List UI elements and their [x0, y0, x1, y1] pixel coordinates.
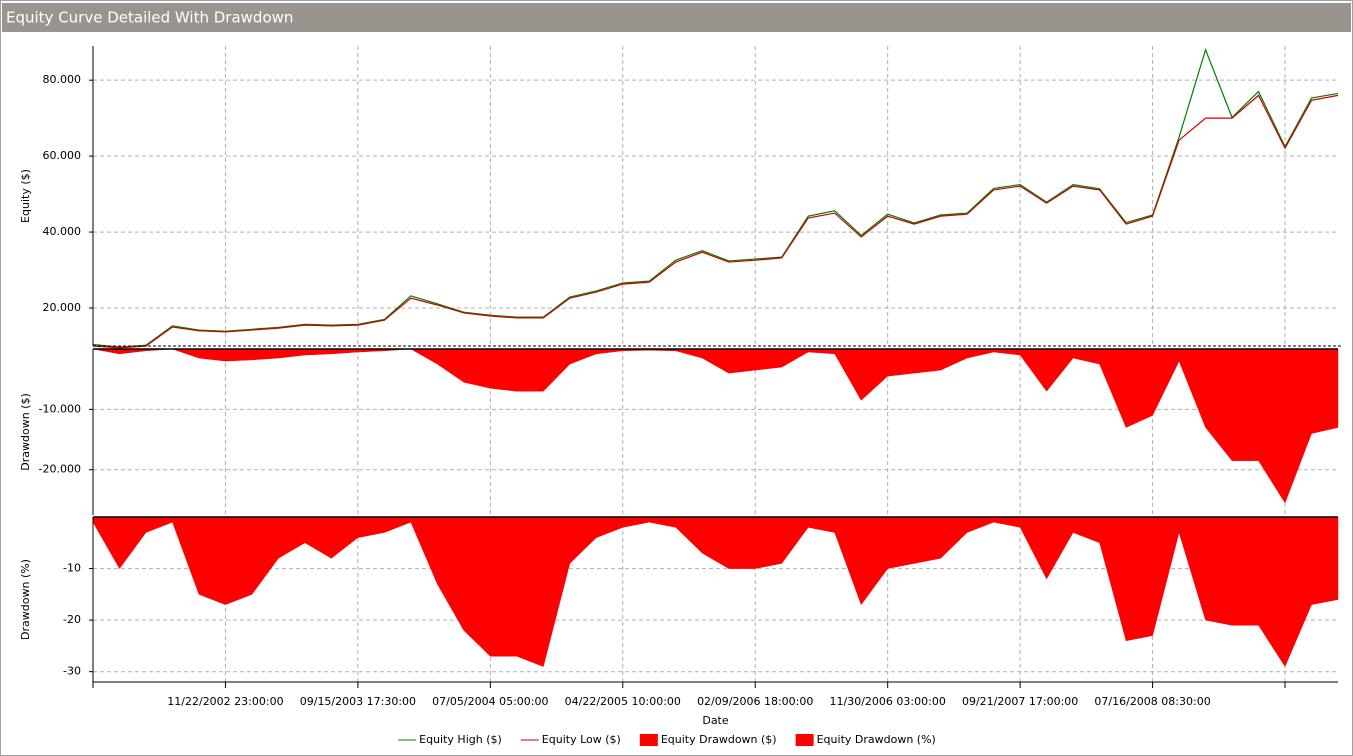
- drawdown-area: [92, 348, 1339, 504]
- x-tick-label: 11/30/2006 03:00:00: [830, 695, 946, 708]
- y-tick-label: -20.000: [39, 463, 81, 476]
- legend-label: Equity High ($): [419, 733, 502, 746]
- legend-swatch: [795, 734, 814, 746]
- y-tick-label: 40.000: [43, 225, 82, 238]
- y-tick-label: 80.000: [43, 73, 82, 86]
- x-tick-label: 07/05/2004 05:00:00: [432, 695, 548, 708]
- y-tick-label: -10.000: [39, 402, 81, 415]
- y-axis-label: Drawdown (%): [19, 559, 32, 640]
- legend-label: Equity Drawdown ($): [661, 733, 777, 746]
- y-axis-label: Drawdown ($): [19, 393, 32, 471]
- x-tick-label: 02/09/2006 18:00:00: [697, 695, 813, 708]
- equity-line: [92, 47, 1339, 348]
- y-tick-label: 60.000: [43, 149, 82, 162]
- x-tick-label: 09/15/2003 17:30:00: [300, 695, 416, 708]
- x-axis-label: Date: [702, 714, 729, 727]
- y-tick-label: 20.000: [43, 301, 82, 314]
- legend-swatch: [639, 734, 658, 746]
- x-tick-label: 04/22/2005 10:00:00: [565, 695, 681, 708]
- y-tick-label: -10: [63, 562, 81, 575]
- equity-line: [92, 94, 1339, 349]
- x-tick-label: 11/22/2002 23:00:00: [167, 695, 283, 708]
- x-tick-label: 09/21/2007 17:00:00: [962, 695, 1078, 708]
- y-tick-label: -20: [63, 613, 81, 626]
- x-tick-label: 07/16/2008 08:30:00: [1094, 695, 1210, 708]
- title-bar: [2, 3, 1351, 32]
- y-axis-label: Equity ($): [19, 169, 32, 223]
- legend-label: Equity Drawdown (%): [817, 733, 936, 746]
- legend-label: Equity Low ($): [542, 733, 621, 746]
- chart-title: Equity Curve Detailed With Drawdown: [6, 9, 293, 27]
- y-tick-label: -30: [63, 665, 81, 678]
- drawdown-area: [92, 516, 1339, 668]
